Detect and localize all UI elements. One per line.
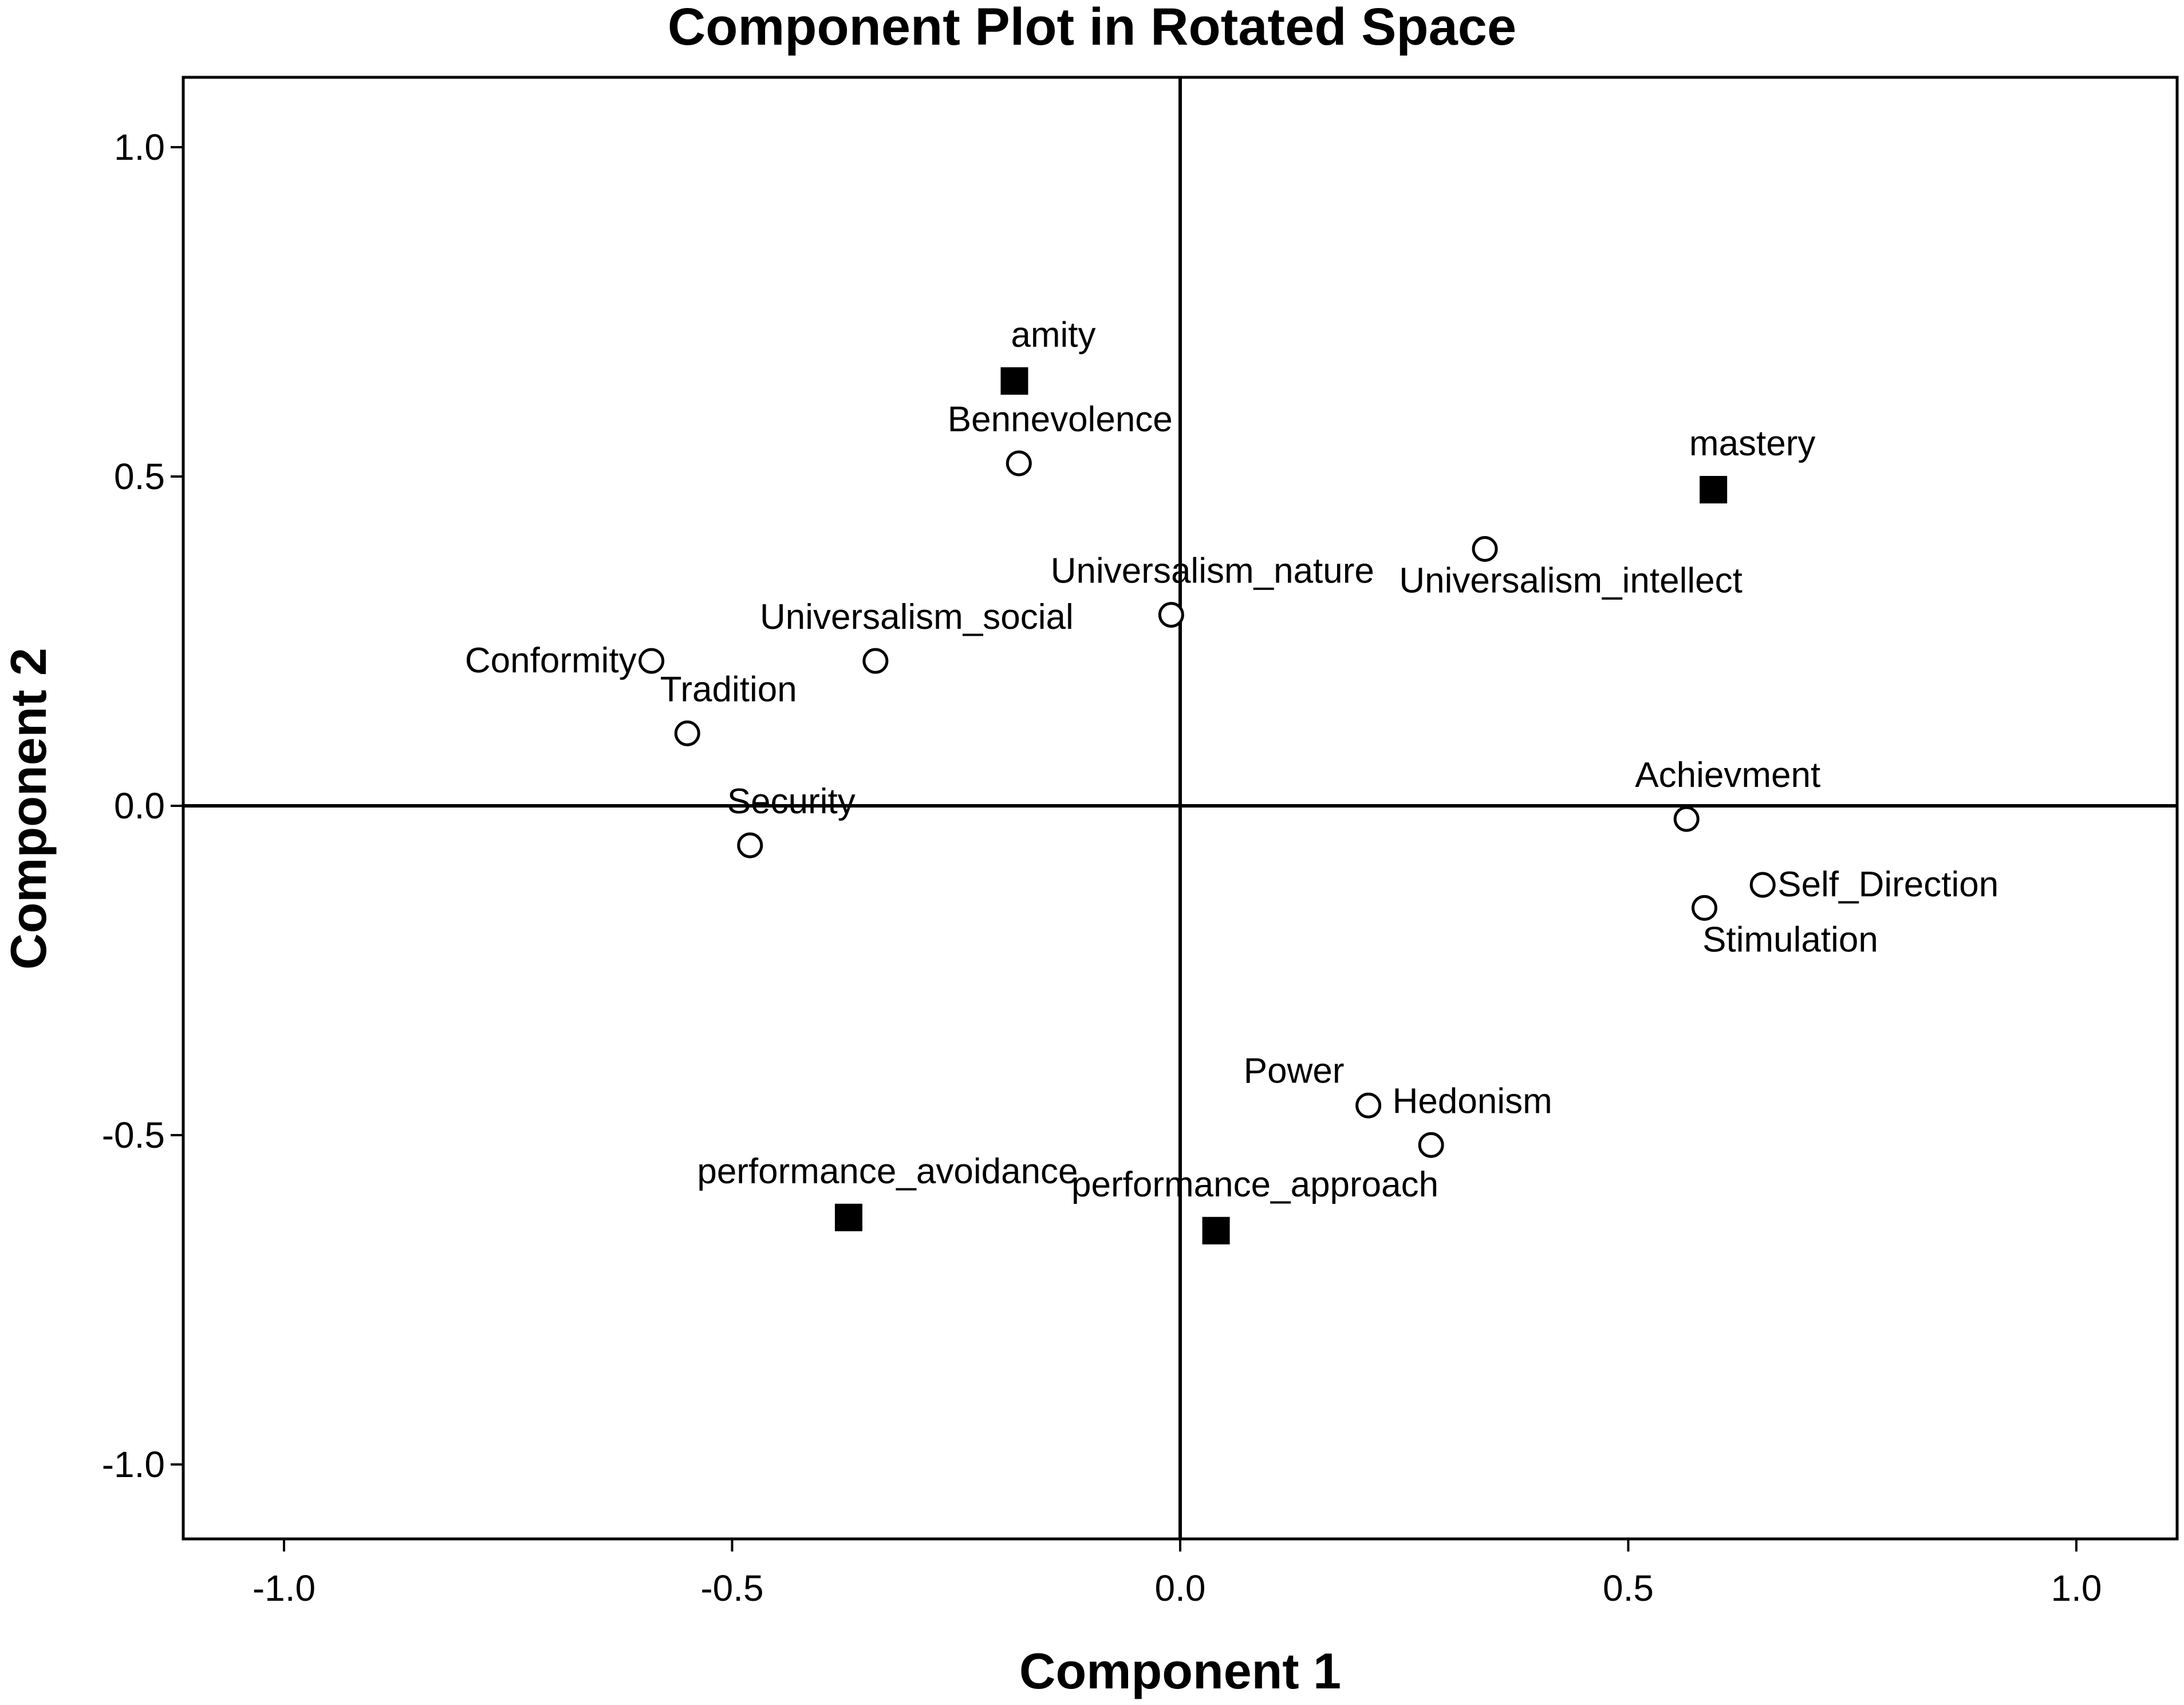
data-points bbox=[638, 367, 1776, 1245]
x-tick-label: 0.5 bbox=[1603, 1568, 1654, 1609]
point-marker-performance-approach bbox=[1202, 1216, 1230, 1245]
x-tick-label: -1.0 bbox=[253, 1568, 316, 1609]
point-marker-universalism-intellect bbox=[1472, 536, 1498, 562]
y-tick-label: 0.0 bbox=[114, 785, 165, 826]
point-label-tradition: Tradition bbox=[660, 670, 797, 710]
point-marker-universalism-nature bbox=[1158, 602, 1184, 628]
point-label-power: Power bbox=[1244, 1051, 1345, 1090]
point-marker-stimulation bbox=[1692, 895, 1718, 921]
y-axis-ticks: -1.0 -0.5 0.0 0.5 1.0 bbox=[102, 127, 183, 1485]
y-tick-label: -0.5 bbox=[102, 1115, 165, 1156]
point-marker-performance-avoidance bbox=[834, 1203, 862, 1231]
point-label-self-direction: Self_Direction bbox=[1777, 865, 1998, 904]
point-marker-self-direction bbox=[1749, 872, 1776, 898]
point-label-mastery: mastery bbox=[1689, 424, 1815, 463]
y-axis-title: Component 2 bbox=[0, 648, 57, 970]
point-marker-conformity bbox=[638, 648, 665, 674]
point-marker-security bbox=[737, 832, 763, 859]
point-labels: amity Bennevolence mastery Universalism_int… bbox=[465, 315, 1998, 1204]
x-tick-label: 0.0 bbox=[1155, 1568, 1206, 1609]
x-tick-label: 1.0 bbox=[2051, 1568, 2102, 1609]
point-marker-amity bbox=[1000, 367, 1028, 395]
point-marker-power bbox=[1355, 1092, 1382, 1119]
chart-title: Component Plot in Rotated Space bbox=[668, 0, 1516, 56]
point-label-hedonism: Hedonism bbox=[1393, 1081, 1552, 1121]
point-label-performance-avoidance: performance_avoidance bbox=[697, 1152, 1078, 1191]
point-label-security: Security bbox=[727, 782, 856, 821]
point-label-bennevolence: Bennevolence bbox=[948, 400, 1173, 439]
y-tick-label: -1.0 bbox=[102, 1444, 165, 1485]
x-axis-ticks: -1.0 -0.5 0.0 0.5 1.0 bbox=[253, 1539, 2102, 1609]
y-tick-label: 1.0 bbox=[114, 127, 165, 168]
point-label-stimulation: Stimulation bbox=[1702, 920, 1878, 959]
x-tick-label: -0.5 bbox=[700, 1568, 763, 1609]
point-marker-hedonism bbox=[1418, 1132, 1444, 1158]
point-label-universalism-nature: Universalism_nature bbox=[1051, 552, 1374, 591]
point-marker-bennevolence bbox=[1006, 450, 1032, 477]
point-label-performance-approach: performance_approach bbox=[1071, 1165, 1438, 1204]
point-label-achievment: Achievment bbox=[1635, 755, 1820, 795]
point-label-universalism-social: Universalism_social bbox=[760, 597, 1074, 637]
x-axis-title: Component 1 bbox=[1019, 1643, 1341, 1699]
point-marker-universalism-social bbox=[862, 648, 889, 674]
point-label-universalism-intellect: Universalism_intellect bbox=[1399, 561, 1743, 601]
y-tick-label: 0.5 bbox=[114, 456, 165, 497]
point-label-amity: amity bbox=[1011, 315, 1095, 355]
point-label-conformity: Conformity bbox=[465, 641, 637, 680]
point-marker-achievment bbox=[1673, 806, 1700, 832]
point-marker-mastery bbox=[1700, 476, 1728, 503]
point-marker-tradition bbox=[674, 720, 700, 746]
